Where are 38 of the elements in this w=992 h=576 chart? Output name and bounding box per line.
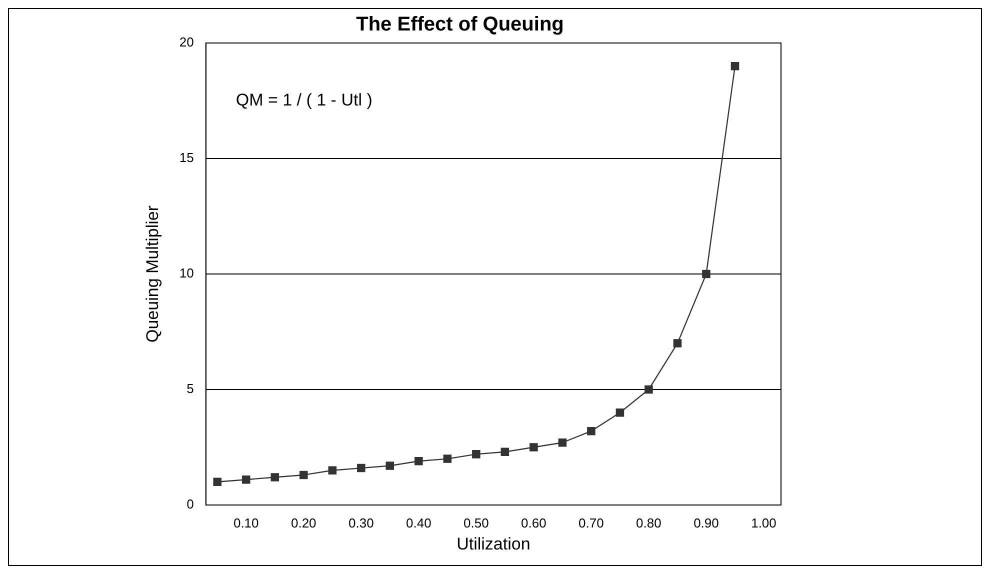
y-axis-title: Queuing Multiplier bbox=[142, 205, 162, 343]
point bbox=[443, 454, 452, 463]
point bbox=[730, 62, 740, 70]
point bbox=[500, 448, 510, 456]
annotation: QM = 1 / ( 1 - Utl ) bbox=[236, 90, 372, 110]
x-tick-label: 0.10 bbox=[233, 515, 259, 530]
y-tick-label: 0 bbox=[186, 496, 194, 512]
point bbox=[357, 464, 366, 472]
point bbox=[328, 466, 337, 474]
x-tick-label: 0.20 bbox=[290, 515, 316, 530]
point bbox=[386, 462, 394, 470]
x-tick-label: 0.30 bbox=[348, 515, 374, 530]
x-tick-label: 0.40 bbox=[406, 515, 432, 530]
x-axis-title: Utilization bbox=[456, 534, 530, 554]
point bbox=[472, 450, 480, 458]
x-tick-label: 0.50 bbox=[464, 515, 489, 530]
x-tick-label: 0.70 bbox=[578, 515, 604, 530]
y-tick-label: 5 bbox=[186, 381, 194, 396]
point bbox=[616, 408, 624, 417]
point bbox=[644, 385, 653, 394]
x-tick-label: 0.60 bbox=[521, 515, 546, 530]
point bbox=[587, 426, 596, 436]
point bbox=[270, 473, 280, 482]
y-tick-label: 20 bbox=[179, 34, 194, 50]
point bbox=[213, 478, 222, 486]
y-tick-label: 10 bbox=[179, 266, 194, 281]
x-tick-label: 1.00 bbox=[751, 515, 776, 530]
x-tick-label: 0.80 bbox=[636, 515, 662, 530]
y-tick-label: 15 bbox=[179, 150, 194, 166]
point bbox=[673, 339, 682, 348]
chart-title: The Effect of Queuing bbox=[356, 14, 564, 36]
point bbox=[558, 438, 567, 447]
point bbox=[300, 470, 308, 480]
point bbox=[242, 475, 250, 484]
x-tick-label: 0.90 bbox=[694, 515, 719, 530]
point bbox=[702, 270, 710, 278]
point bbox=[414, 456, 423, 466]
point bbox=[530, 443, 538, 452]
